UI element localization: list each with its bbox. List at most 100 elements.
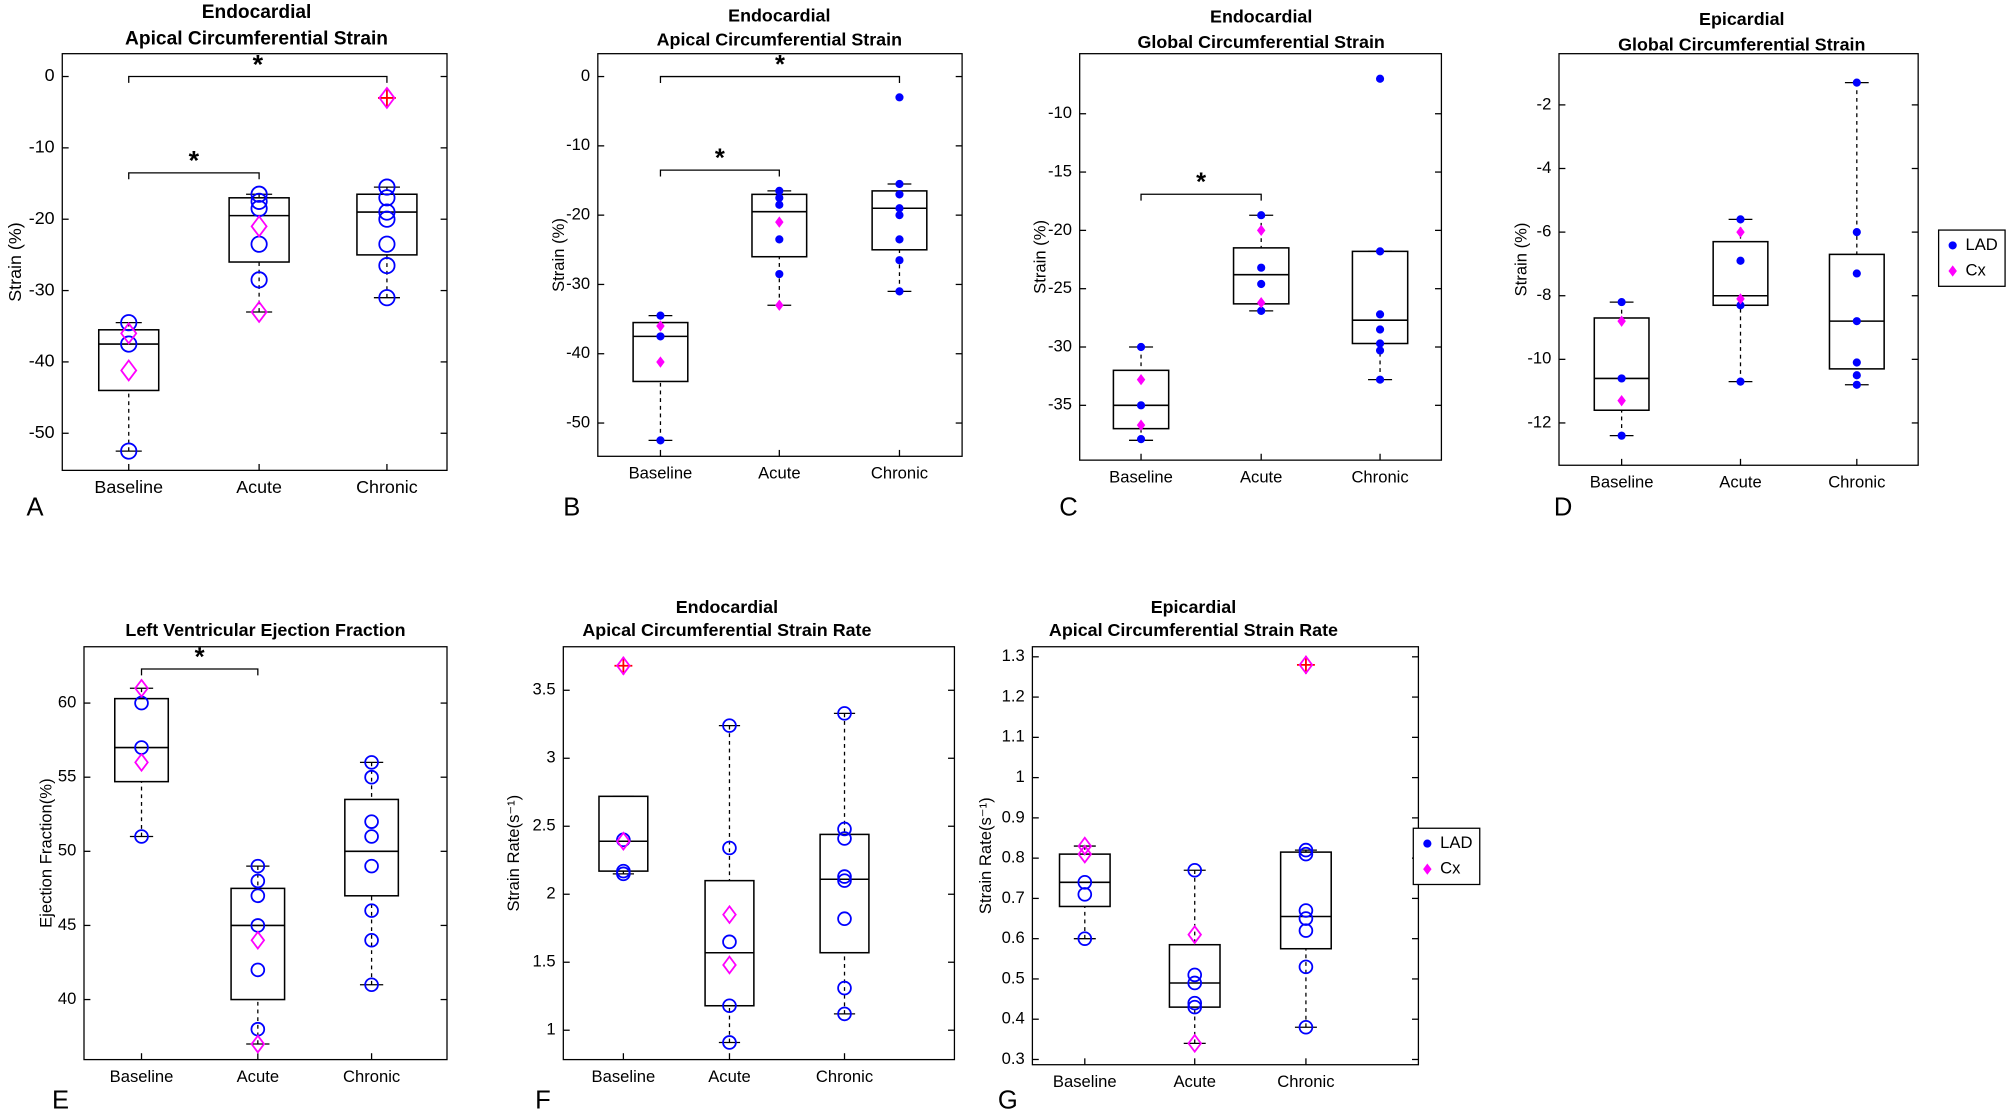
data-point bbox=[722, 904, 737, 925]
data-point bbox=[1136, 342, 1146, 352]
data-point bbox=[250, 930, 266, 951]
data-point bbox=[656, 320, 665, 332]
data-point bbox=[837, 911, 852, 927]
significance-bracket bbox=[659, 75, 901, 83]
y-tick-label: 0.5 bbox=[1002, 968, 1025, 987]
data-point bbox=[775, 216, 784, 228]
significance-label: * bbox=[195, 644, 205, 672]
y-tick-label: -10 bbox=[1527, 349, 1551, 368]
data-point bbox=[120, 359, 138, 382]
data-point bbox=[1187, 1033, 1203, 1054]
data-point bbox=[1257, 263, 1266, 272]
data-point bbox=[1187, 995, 1203, 1011]
data-point bbox=[1617, 315, 1626, 327]
y-tick-label: 55 bbox=[58, 767, 76, 786]
x-tick-label: Acute bbox=[708, 1067, 750, 1086]
panel-letter: E bbox=[52, 1087, 69, 1112]
x-tick-label: Baseline bbox=[1109, 467, 1173, 486]
y-axis-label: Strain (%) bbox=[1511, 223, 1530, 297]
y-tick-label: -10 bbox=[1048, 103, 1072, 122]
panel-letter: F bbox=[535, 1087, 551, 1112]
data-point bbox=[775, 299, 784, 311]
significance-label: * bbox=[189, 146, 200, 176]
y-tick-label: -30 bbox=[29, 279, 55, 299]
data-point bbox=[775, 269, 784, 279]
y-tick-label: 1.3 bbox=[1002, 646, 1025, 665]
y-tick-label: -40 bbox=[566, 343, 590, 362]
y-tick-label: -35 bbox=[1048, 395, 1072, 414]
data-point bbox=[837, 869, 852, 884]
x-tick-label: Chronic bbox=[356, 477, 418, 497]
data-point bbox=[656, 332, 665, 341]
data-point bbox=[1617, 395, 1626, 407]
data-point bbox=[722, 840, 737, 856]
panel-letter: G bbox=[998, 1087, 1018, 1112]
panel: -50 -40 -30 -20 -10 0 Baseline Acute Chronic Endo… bbox=[549, 5, 963, 521]
box bbox=[598, 795, 649, 872]
panel: 40 45 50 55 60 Baseline Acute Chronic Left Ventr… bbox=[36, 620, 448, 1112]
data-point bbox=[722, 998, 737, 1014]
data-point bbox=[1298, 846, 1314, 862]
data-point bbox=[1136, 419, 1146, 431]
data-point bbox=[1077, 887, 1093, 902]
data-point bbox=[722, 1035, 737, 1050]
panel-letter: B bbox=[563, 493, 580, 521]
data-point bbox=[1852, 358, 1861, 367]
y-tick-label: -40 bbox=[29, 351, 55, 371]
chart-subtitle: Global Circumferential Strain bbox=[1138, 32, 1385, 52]
box bbox=[230, 887, 286, 1001]
data-point bbox=[656, 356, 665, 368]
y-tick-label: -10 bbox=[29, 137, 55, 157]
data-point bbox=[250, 300, 268, 324]
panel-letter: A bbox=[26, 493, 43, 521]
data-point bbox=[1256, 297, 1266, 309]
data-point bbox=[364, 829, 379, 844]
data-point bbox=[1256, 224, 1266, 237]
data-point bbox=[1375, 339, 1385, 348]
data-point bbox=[1298, 903, 1314, 918]
data-point bbox=[1375, 325, 1385, 334]
panel: -35 -30 -25 -20 -15 -10 Baseline Acute Chronic En… bbox=[1031, 7, 1443, 521]
data-point bbox=[364, 814, 379, 829]
data-point bbox=[1617, 297, 1626, 307]
legend-marker bbox=[1948, 265, 1957, 277]
y-axis-label: Strain (%) bbox=[549, 218, 568, 292]
data-point bbox=[378, 178, 396, 196]
data-point bbox=[1852, 380, 1861, 389]
data-point bbox=[1852, 269, 1861, 278]
y-tick-label: -15 bbox=[1048, 161, 1072, 180]
data-point bbox=[1187, 999, 1203, 1015]
data-point bbox=[250, 962, 266, 978]
data-point bbox=[1187, 924, 1203, 945]
plot-frame bbox=[562, 646, 956, 1061]
x-tick-label: Baseline bbox=[110, 1067, 174, 1086]
significance-bracket bbox=[140, 668, 259, 676]
box bbox=[356, 193, 418, 256]
data-point bbox=[1187, 862, 1203, 878]
data-point bbox=[1077, 844, 1093, 864]
data-point bbox=[1298, 911, 1314, 926]
y-tick-label: 3 bbox=[546, 748, 555, 767]
y-tick-label: 3.5 bbox=[533, 680, 556, 699]
data-point bbox=[1375, 247, 1385, 256]
data-point bbox=[616, 831, 631, 852]
box bbox=[1279, 851, 1332, 950]
y-tick-label: -50 bbox=[29, 422, 55, 442]
y-tick-label: 0.3 bbox=[1002, 1049, 1025, 1068]
y-tick-label: -20 bbox=[29, 208, 55, 228]
panel: 1 1.5 2 2.5 3 3.5 Baseline Acute Chronic Endocard… bbox=[504, 597, 956, 1112]
data-point bbox=[1298, 923, 1314, 938]
y-tick-label: 60 bbox=[58, 692, 76, 711]
significance-bracket bbox=[1140, 193, 1262, 201]
data-point bbox=[250, 235, 268, 253]
data-point bbox=[1077, 836, 1093, 856]
y-tick-label: 2 bbox=[546, 884, 555, 903]
plot-frame bbox=[1079, 53, 1443, 461]
x-tick-label: Chronic bbox=[343, 1067, 400, 1086]
data-point bbox=[1136, 401, 1146, 410]
x-tick-label: Baseline bbox=[94, 477, 163, 497]
data-point bbox=[656, 436, 665, 445]
data-point bbox=[1375, 74, 1385, 83]
